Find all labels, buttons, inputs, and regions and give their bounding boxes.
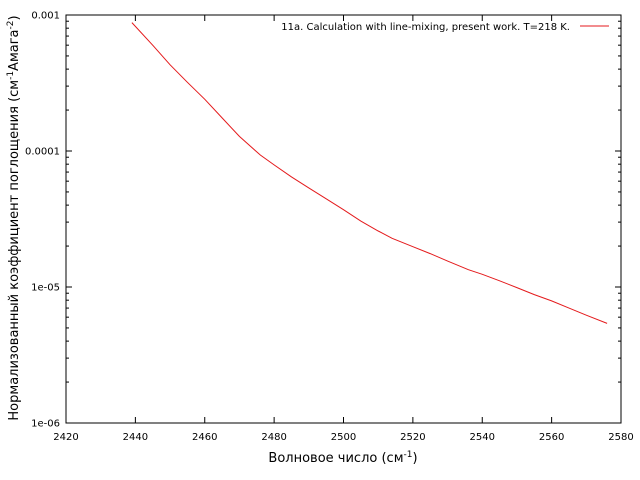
x-tick-label: 2440 [123,432,148,443]
y-axis-label: Нормализованный коэффициент поглощения (… [6,15,22,420]
y-tick-label: 0.001 [31,11,60,22]
y-tick-label: 1e-05 [31,283,60,294]
legend-entry-label: 11a. Calculation with line-mixing, prese… [281,22,570,33]
x-tick-label: 2420 [53,432,78,443]
y-tick-label: 0.0001 [25,147,60,158]
series-layer [131,22,608,324]
series-line-0 [131,22,608,324]
x-axis-ticks: 2420 2440 2460 2480 2500 2520 2540 2560 2580 [53,15,634,443]
x-tick-label: 2520 [400,432,425,443]
x-tick-label: 2500 [331,432,356,443]
y-tick-label: 1e-06 [31,419,60,430]
x-tick-label: 2540 [470,432,495,443]
plot-frame [65,14,622,424]
x-tick-label: 2480 [261,432,286,443]
y-axis-ticks: 1e-06 1e-05 0.0001 0.001 [25,11,621,430]
legend: 11a. Calculation with line-mixing, prese… [281,22,609,33]
x-axis-label: Волновое число (см-1) [268,450,417,466]
x-tick-label: 2580 [608,432,633,443]
x-tick-label: 2460 [192,432,217,443]
x-tick-label: 2560 [539,432,564,443]
